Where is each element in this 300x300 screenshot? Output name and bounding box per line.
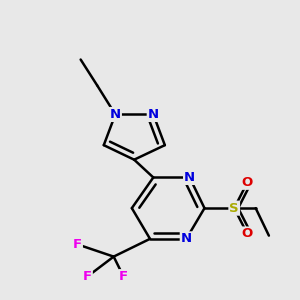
Text: F: F — [83, 270, 92, 283]
Text: N: N — [110, 108, 121, 121]
Text: F: F — [73, 238, 82, 251]
Text: F: F — [119, 270, 128, 283]
Text: O: O — [242, 227, 253, 241]
Text: O: O — [242, 176, 253, 189]
Text: N: N — [148, 108, 159, 121]
Text: S: S — [230, 202, 239, 215]
Text: N: N — [181, 232, 192, 245]
Text: N: N — [184, 171, 195, 184]
